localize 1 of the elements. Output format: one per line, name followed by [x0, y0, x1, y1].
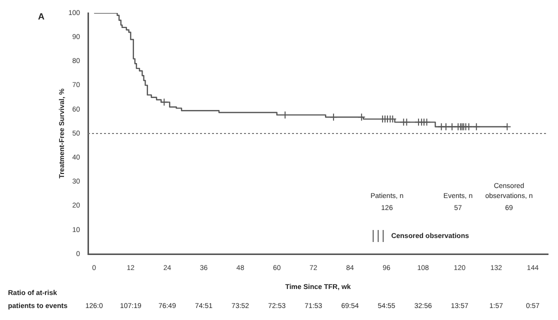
chart-title: A — [38, 11, 45, 22]
